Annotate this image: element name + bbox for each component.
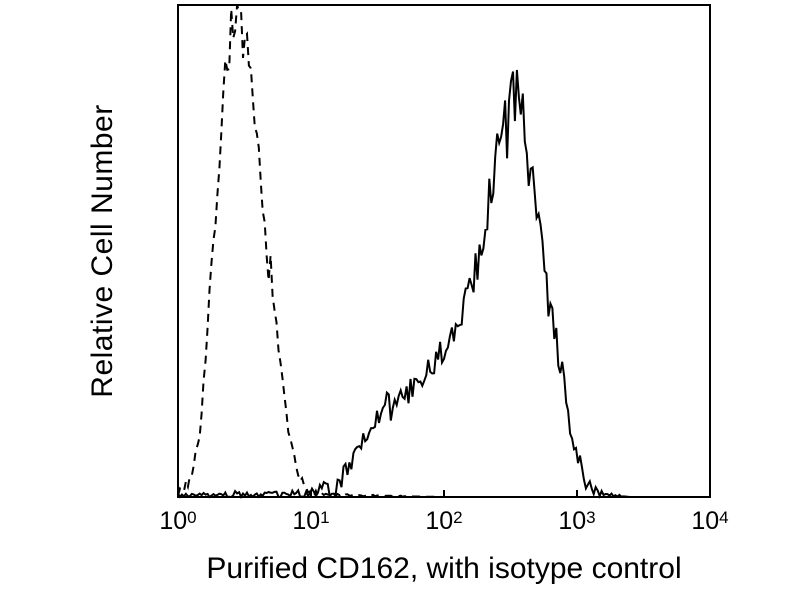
- tick-exponent: 3: [586, 508, 596, 527]
- tick-base: 10: [558, 507, 587, 535]
- x-tick-label-10e3: 103: [558, 507, 595, 536]
- tick-base: 10: [292, 507, 321, 535]
- tick-exponent: 1: [320, 508, 330, 527]
- tick-exponent: 0: [187, 508, 197, 527]
- isotype-control-curve: [177, 4, 710, 498]
- tick-exponent: 2: [453, 508, 463, 527]
- x-tick-label-10e1: 101: [292, 507, 329, 536]
- y-axis-label: Relative Cell Number: [86, 104, 119, 398]
- tick-base: 10: [425, 507, 454, 535]
- cd162-curve: [177, 69, 710, 500]
- x-tick-label-10e0: 100: [159, 507, 196, 536]
- tick-base: 10: [159, 507, 188, 535]
- tick-exponent: 4: [719, 508, 729, 527]
- tick-base: 10: [691, 507, 720, 535]
- x-tick-label-10e4: 104: [691, 507, 728, 536]
- x-tick-label-10e2: 102: [425, 507, 462, 536]
- x-axis-label: Purified CD162, with isotype control: [206, 552, 682, 585]
- plot-frame: [177, 4, 711, 498]
